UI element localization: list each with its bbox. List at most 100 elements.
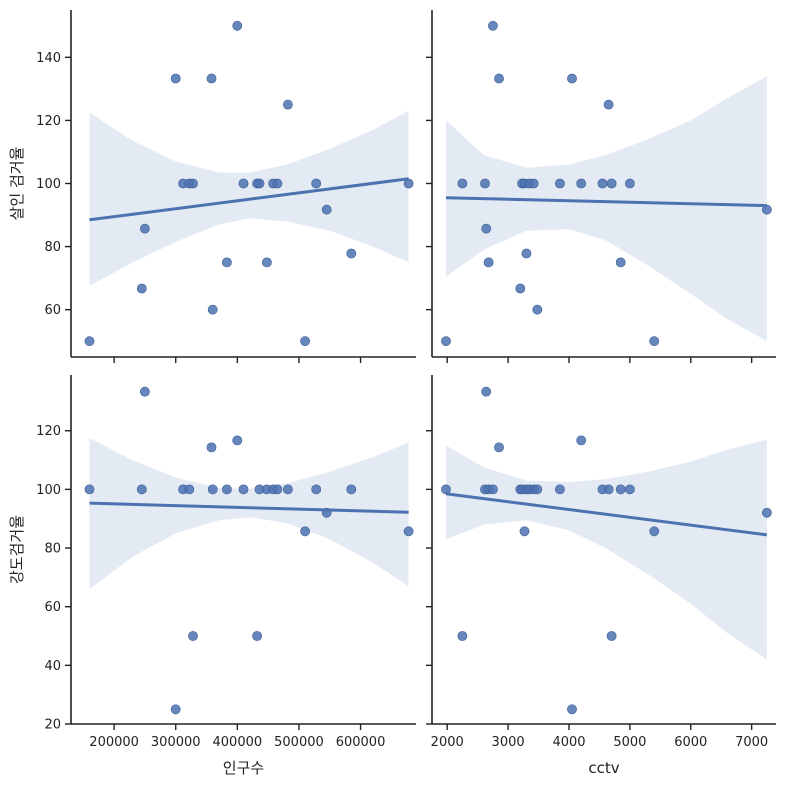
- confidence-band: [89, 438, 409, 590]
- data-point: [649, 336, 660, 347]
- data-point: [206, 442, 217, 453]
- x-axis-label: 인구수: [223, 759, 264, 777]
- data-point: [272, 484, 283, 495]
- data-point: [84, 484, 95, 495]
- data-point: [170, 73, 181, 84]
- confidence-band: [446, 76, 767, 342]
- data-point: [532, 304, 543, 315]
- x-tick-label: 4000: [552, 735, 585, 750]
- data-point: [515, 283, 526, 294]
- data-point: [441, 336, 451, 347]
- regression-line: [445, 492, 768, 537]
- regression-line: [89, 177, 409, 222]
- data-point: [238, 178, 249, 189]
- data-point: [311, 484, 322, 495]
- x-tick-label: 6000: [674, 735, 707, 750]
- y-axis-label: 강도검거율: [8, 515, 26, 584]
- data-point: [519, 526, 530, 537]
- y-tick-label: 60: [44, 303, 61, 318]
- confidence-band: [446, 439, 767, 660]
- data-point: [606, 631, 617, 641]
- data-point: [238, 484, 249, 495]
- data-point: [188, 631, 198, 641]
- data-point: [207, 484, 218, 495]
- data-point: [487, 20, 498, 31]
- data-point: [232, 435, 243, 446]
- regression-line: [89, 501, 409, 514]
- data-point: [762, 507, 772, 518]
- data-point: [272, 178, 283, 189]
- data-point: [282, 99, 293, 110]
- y-tick-label: 40: [44, 659, 61, 674]
- data-point: [649, 526, 660, 537]
- data-point: [762, 204, 772, 215]
- data-point: [261, 257, 272, 268]
- data-point: [615, 257, 626, 268]
- data-point: [282, 484, 293, 495]
- data-point: [494, 442, 504, 453]
- panel-r1-c1: 2000 3000 4000 5000 6000 7000 cctv: [426, 375, 776, 777]
- data-point: [300, 526, 310, 537]
- x-tick-label: 600000: [336, 735, 386, 750]
- x-axis-label: cctv: [588, 759, 619, 777]
- data-point: [532, 484, 543, 495]
- data-point: [136, 484, 147, 495]
- data-point: [84, 336, 95, 347]
- data-point: [300, 336, 310, 347]
- data-point: [207, 304, 218, 315]
- data-point: [487, 484, 498, 495]
- x-tick-label: 400000: [213, 735, 263, 750]
- y-tick-label: 80: [44, 542, 61, 557]
- data-point: [483, 257, 494, 268]
- y-tick-label: 120: [36, 114, 61, 129]
- y-tick-label: 120: [36, 424, 61, 439]
- data-point: [346, 484, 357, 495]
- data-point: [625, 178, 635, 189]
- y-tick-label: 60: [44, 600, 61, 615]
- data-point: [603, 484, 614, 495]
- data-point: [555, 178, 565, 189]
- x-tick-label: 7000: [735, 735, 768, 750]
- data-point: [139, 223, 150, 234]
- data-point: [184, 484, 195, 495]
- y-tick-label: 100: [36, 483, 61, 498]
- data-point: [403, 526, 414, 537]
- data-point: [457, 631, 468, 641]
- y-tick-label: 100: [36, 177, 61, 192]
- y-tick-label: 80: [44, 240, 61, 255]
- data-point: [457, 178, 468, 189]
- data-point: [254, 178, 265, 189]
- data-point: [625, 484, 635, 495]
- data-point: [606, 178, 617, 189]
- data-point: [481, 223, 492, 234]
- data-point: [528, 178, 539, 189]
- data-point: [311, 178, 322, 189]
- panel-r0-c0: 60 80 100 120 140 살인 검거율: [8, 10, 416, 363]
- data-point: [221, 484, 232, 495]
- x-tick-label: 300000: [151, 735, 201, 750]
- data-point: [603, 99, 614, 110]
- data-point: [567, 73, 577, 84]
- x-tick-label: 500000: [274, 735, 324, 750]
- x-tick-label: 2000: [431, 735, 464, 750]
- data-point: [615, 484, 626, 495]
- data-point: [441, 484, 451, 495]
- panel-r1-c0: 20 40 60 80 100 120 200000 300000 400000 500000 60…: [8, 375, 416, 777]
- x-tick-label: 5000: [613, 735, 646, 750]
- data-point: [481, 386, 492, 397]
- data-point: [221, 257, 232, 268]
- data-point: [139, 386, 150, 397]
- data-point: [170, 704, 181, 715]
- data-point: [555, 484, 565, 495]
- y-axis-label: 살인 검거율: [8, 147, 26, 221]
- regression-line: [445, 196, 767, 208]
- data-point: [567, 704, 577, 715]
- data-point: [480, 178, 490, 189]
- y-tick-label: 20: [44, 718, 61, 733]
- data-point: [597, 178, 608, 189]
- data-point: [252, 631, 262, 641]
- data-point: [206, 73, 217, 84]
- data-point: [521, 248, 532, 259]
